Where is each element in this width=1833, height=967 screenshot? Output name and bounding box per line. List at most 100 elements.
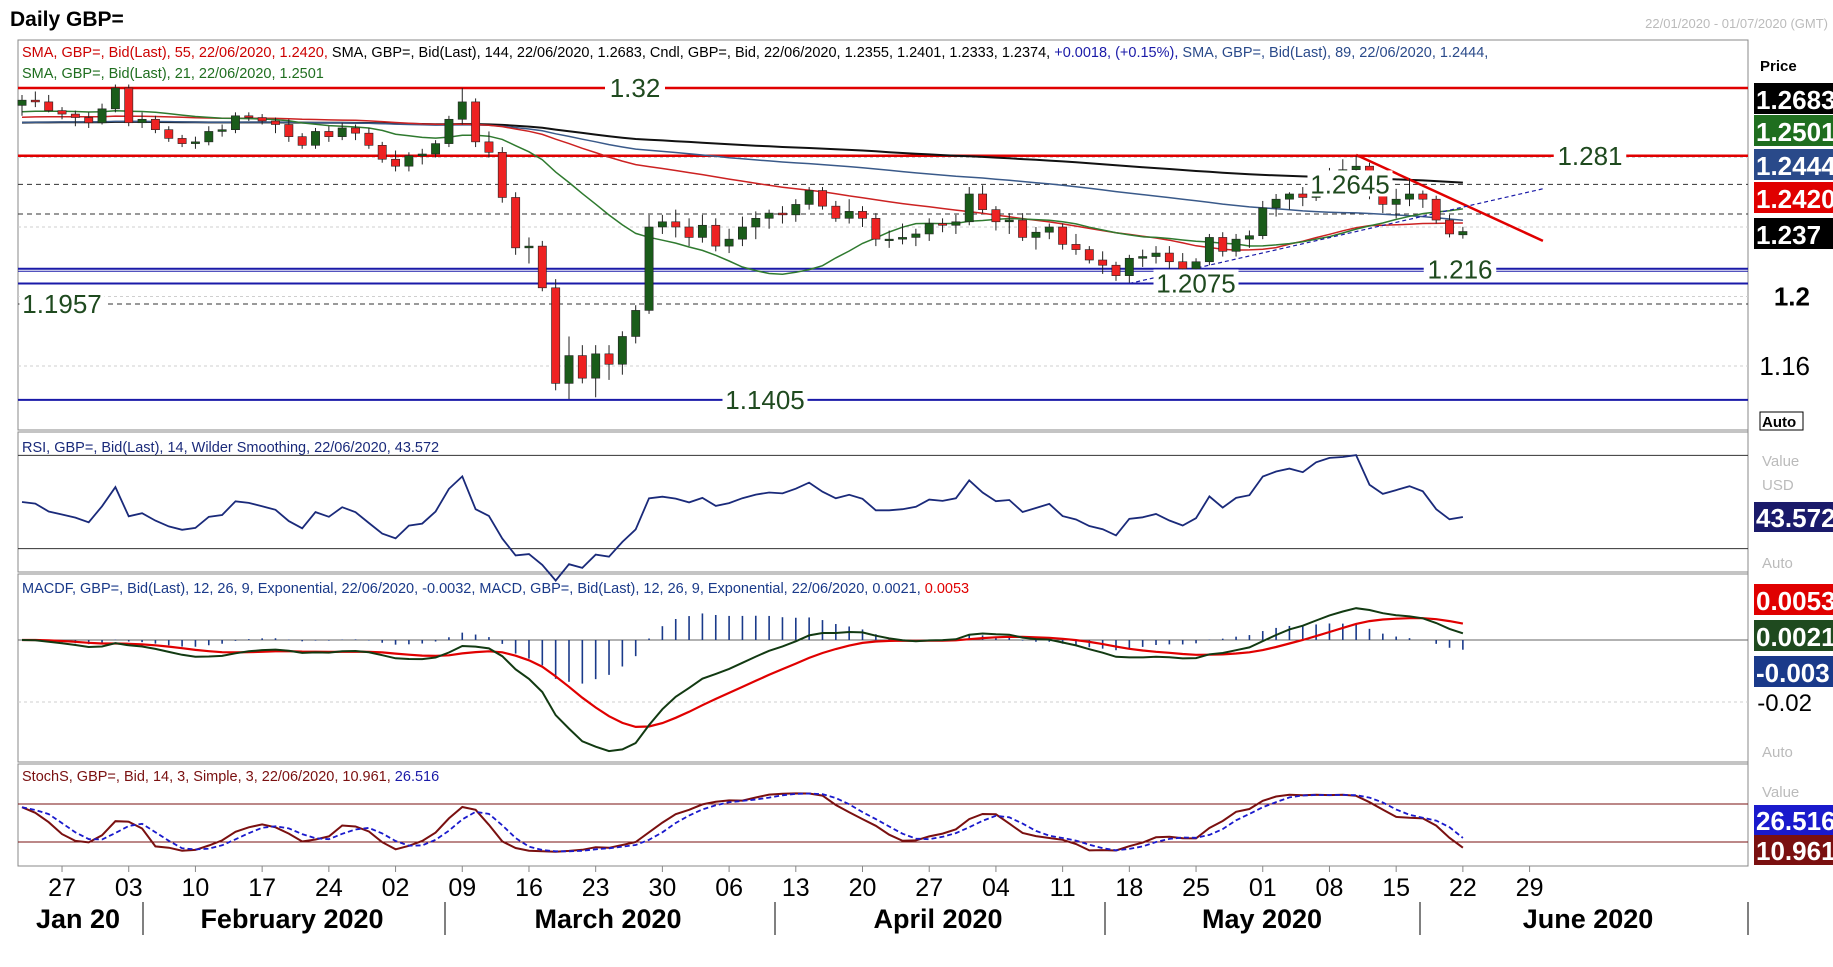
day-label: 01 [1249,874,1277,902]
day-label: 02 [382,874,410,902]
legend-segment-1: 26.516 [391,769,439,785]
price-levels [18,86,1748,401]
price-pane: 1.32 1.281 1.2645 1.216 1.2075 1.1957 1.1405 S… [17,45,1833,431]
macd-lines [21,607,1464,753]
candle-body [97,108,107,124]
candle-body [818,190,827,207]
stoch-badge: 26.516 [1756,806,1833,836]
candle-body [1405,193,1414,200]
day-label: 22 [1449,874,1477,902]
candle-body [911,233,921,238]
price-badge-bg [1754,218,1833,249]
candle-body [831,205,841,219]
window-title: Daily GBP= [10,8,124,31]
stoch-grid [18,803,1748,843]
candle-body [1244,235,1254,240]
candle-body [804,190,814,205]
candle-body [778,212,787,216]
legend-segment-1: MACD, GBP=, Bid(Last), 12, 26, 9, Expone… [475,581,920,597]
candle-body [711,224,721,247]
candle-body [591,353,601,379]
candle-body [844,211,854,219]
day-label: 29 [1516,874,1544,902]
rsi-legend: RSI, GBP=, Bid(Last), 14, Wilder Smoothi… [22,440,439,456]
level-label: 1.1957 [22,289,102,319]
candle-body [1111,264,1121,276]
price-badge-bg [1754,83,1833,114]
candle-body [1351,165,1361,170]
candle-body [1071,244,1081,250]
macd-grid [18,639,1748,703]
stoch-badge-bg [1754,805,1833,835]
price-badge: 1.2420 [1756,184,1833,214]
candle-body [1084,249,1094,261]
candle-body [1458,231,1468,236]
day-label: 30 [648,874,676,902]
rsi-badge-bg [1754,501,1833,532]
day-label: 06 [715,874,743,902]
candle-body [1151,252,1161,257]
day-label: 13 [782,874,810,902]
macd-badge: -0.003 [1756,658,1830,688]
macd-auto-label[interactable]: Auto [1762,744,1793,761]
month-label: June 2020 [1523,904,1654,934]
price-grid [18,157,1748,367]
candle-body [898,237,907,240]
rsi-axis-value: Value [1762,453,1799,470]
candle-body [124,87,134,124]
stoch-lines [21,792,1464,853]
candle-body [231,115,240,131]
level-label: 1.2075 [1156,268,1236,298]
candle-body [137,118,147,124]
candle-body [417,153,427,157]
macd-badges: 0.0053 0.0021 -0.003 [1754,584,1833,688]
date-range: 22/01/2020 - 01/07/2020 (GMT) [1645,16,1828,31]
candle-body [1178,261,1188,269]
macd-pane: MACDF, GBP=, Bid(Last), 12, 26, 9, Expon… [18,581,1833,761]
candle-body [70,113,80,118]
price-axis: 1.2 1.16 [1759,282,1810,382]
macd-axis: -0.02 [1757,690,1812,717]
candle-body [497,151,507,198]
macd-badge-bg [1754,620,1833,651]
stoch-axis-value: Value [1762,784,1799,801]
price-auto-label[interactable]: Auto [1762,414,1796,431]
candle-body [84,117,94,124]
candle-body [617,336,627,365]
candle-body [884,238,894,241]
time-axis: 27 03 10 17 24 02 09 16 23 30 06 13 20 27 04 11 18 25 01 08… [36,866,1749,935]
candle-body [404,155,414,167]
candle-body [204,131,214,143]
candle-body [1284,193,1294,200]
candle-body [164,129,174,139]
candle-body [444,118,454,144]
candle-body [978,193,988,210]
price-badge-bg [1754,149,1833,180]
candle-body [604,353,614,365]
price-legend-line-2: SMA, GBP=, Bid(Last), 21, 22/06/2020, 1.… [22,66,324,82]
macd-badge-bg [1754,584,1833,615]
candle-body [511,197,521,249]
candle-body [1391,198,1401,205]
candle-body [924,223,934,235]
pane-frame-2 [17,573,1749,763]
macd-line [21,607,1464,753]
day-label: 20 [849,874,877,902]
day-label: 25 [1182,874,1210,902]
candle-body [1418,193,1428,200]
rsi-auto-label[interactable]: Auto [1762,555,1793,572]
candle-body [1124,257,1134,276]
candle-body [1044,226,1054,233]
price-badge: 1.2444 [1756,151,1833,181]
rsi-axis-unit: USD [1762,477,1794,494]
price-auto-button[interactable] [1759,411,1804,431]
candle-body [364,132,374,146]
day-label: 18 [1115,874,1143,902]
legend-segment-2: Cndl, GBP=, Bid, 22/06/2020, 1.2355, 1.2… [646,45,1050,61]
candle-body [644,226,654,311]
candle-body [1138,256,1148,259]
candle-body [271,120,280,125]
candle-body [1191,261,1201,269]
legend-segment-0: SMA, GBP=, Bid(Last), 55, 22/06/2020, 1.… [22,45,328,61]
